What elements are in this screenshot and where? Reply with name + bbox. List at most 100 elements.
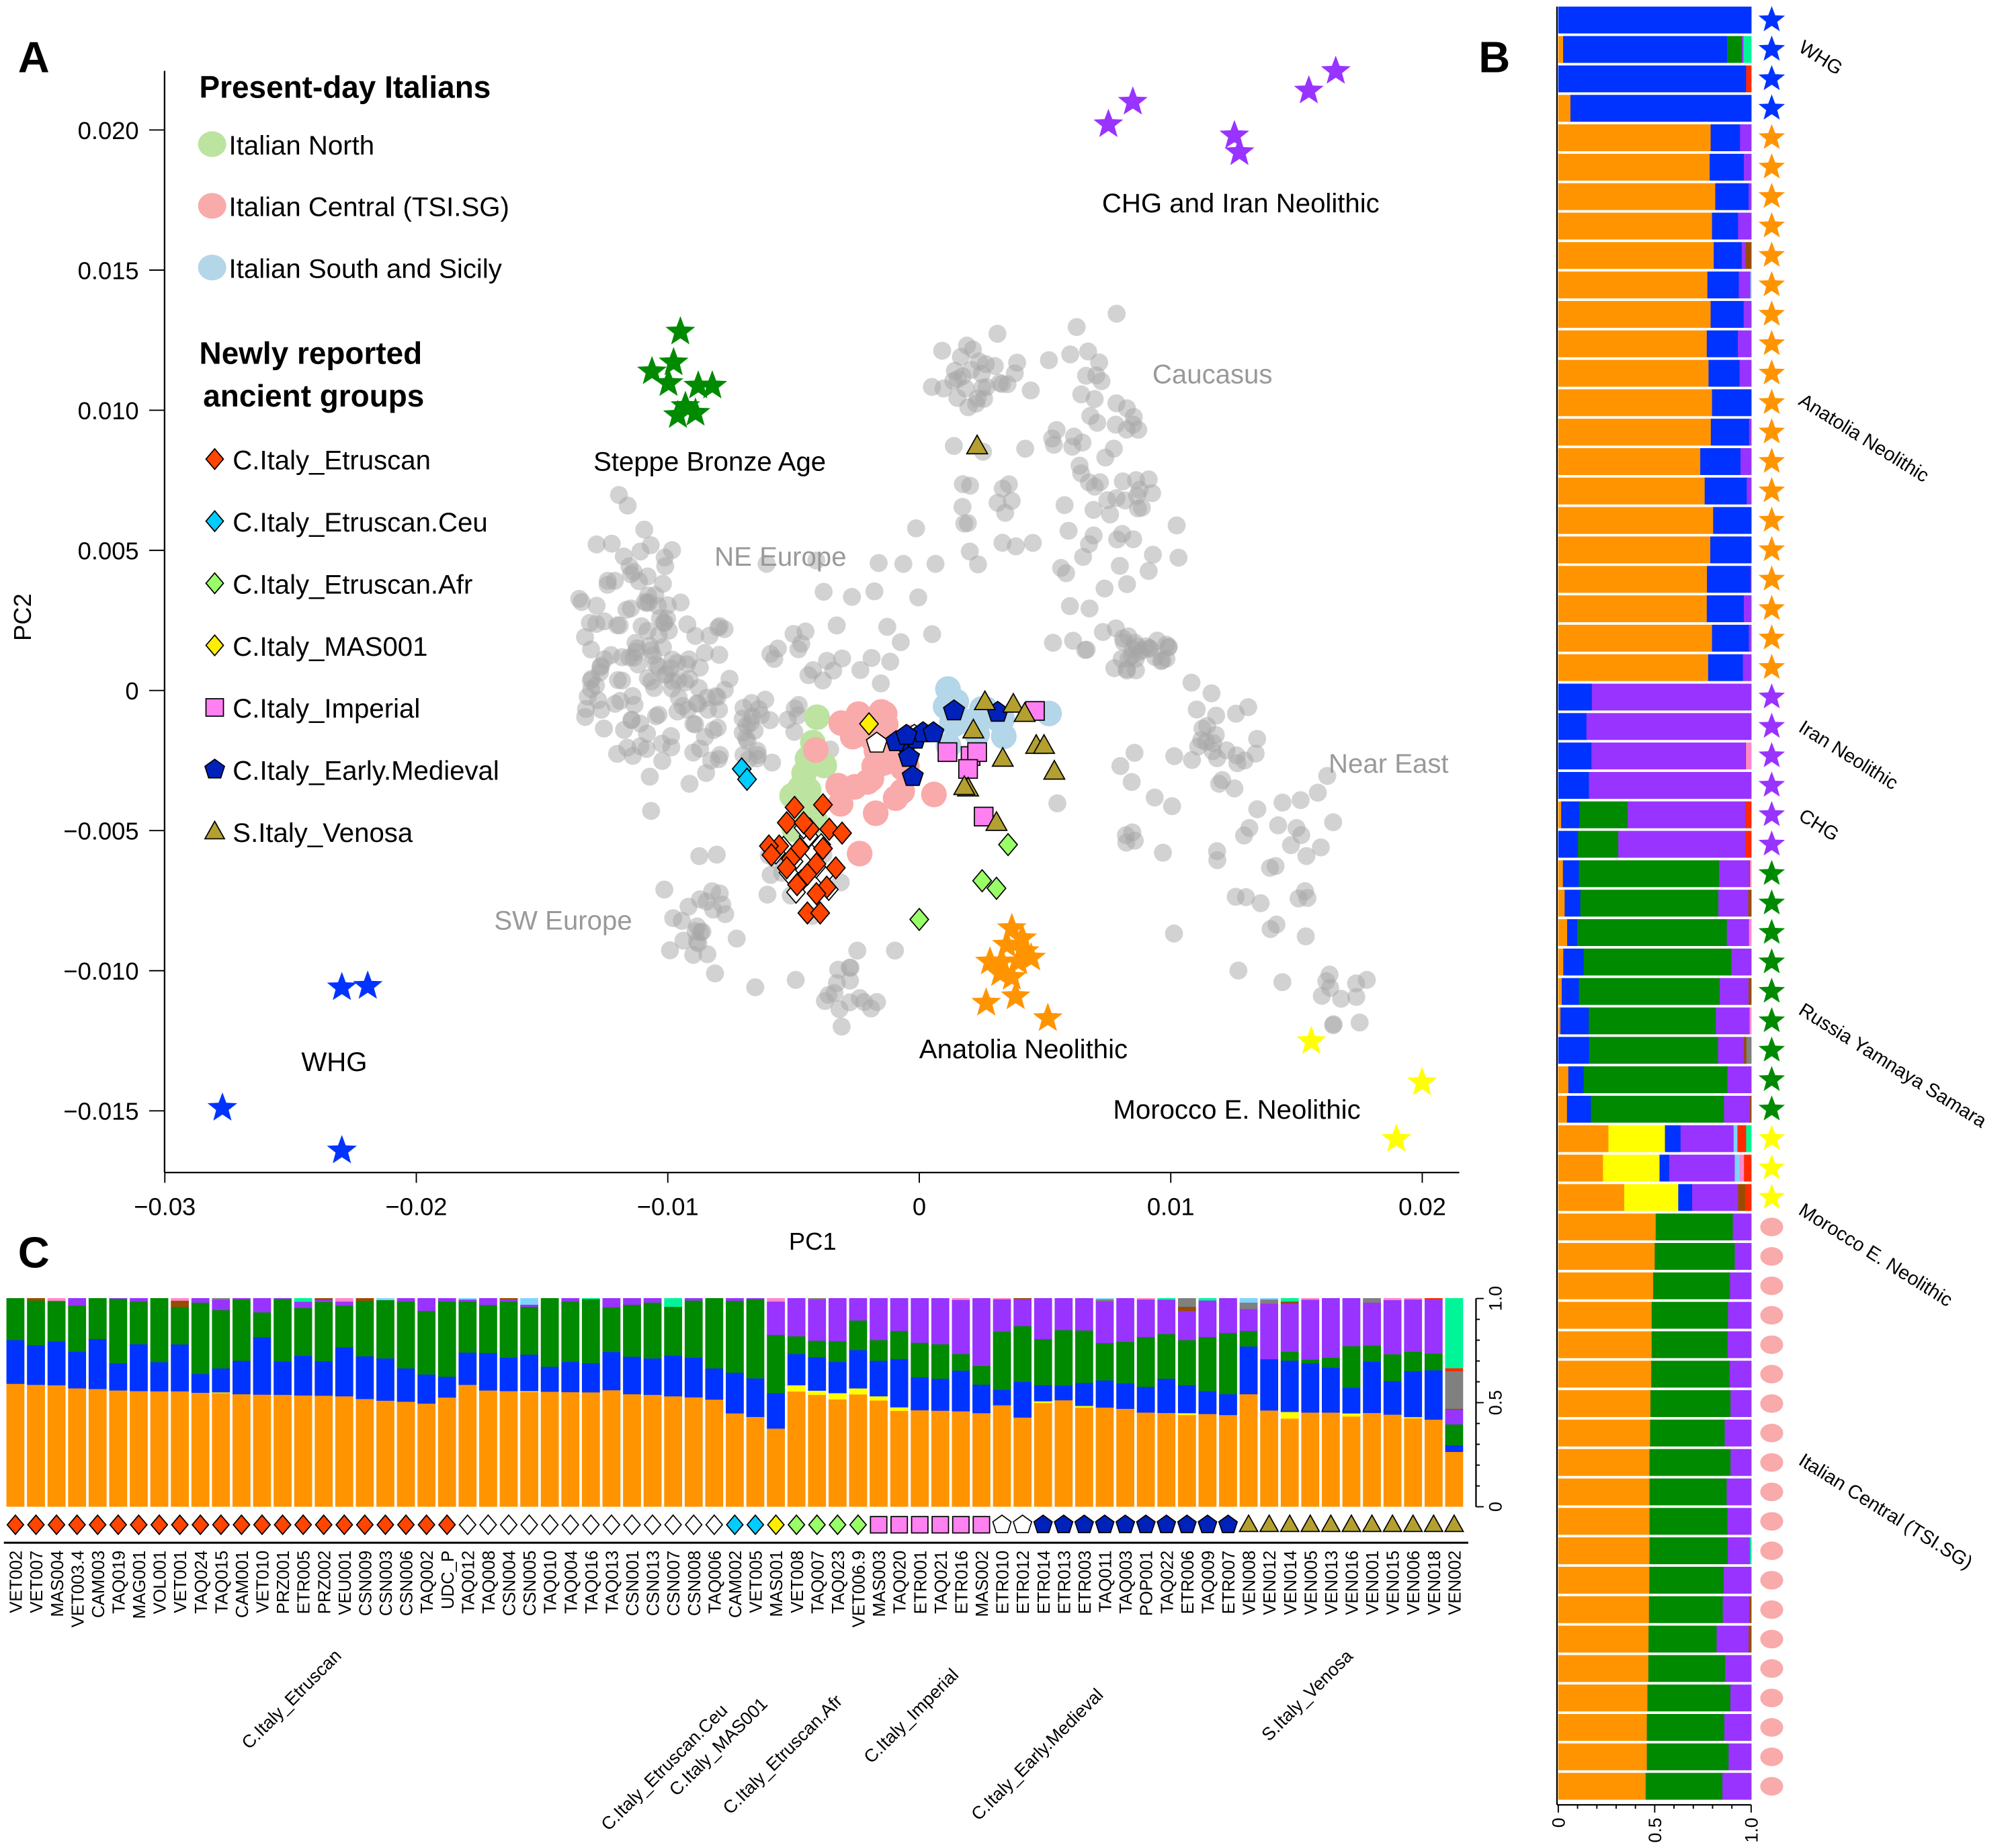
admixture-segment-green bbox=[870, 1340, 888, 1361]
admixture-segment-green bbox=[1095, 1342, 1114, 1381]
region-label-caucasus: Caucasus bbox=[1152, 359, 1273, 389]
admixture-segment-orange bbox=[1558, 1272, 1654, 1299]
admixture-segment-green bbox=[664, 1306, 683, 1356]
legend-item-label: Italian South and Sicily bbox=[229, 253, 502, 284]
reference-point bbox=[1292, 791, 1310, 810]
admixture-segment-orange bbox=[746, 1416, 765, 1507]
reference-point bbox=[790, 695, 808, 714]
admixture-segment-brown bbox=[1177, 1306, 1196, 1312]
admixture-segment-orange bbox=[1558, 1301, 1652, 1329]
admixture-segment-orange bbox=[1558, 1508, 1650, 1535]
group-star-icon bbox=[1758, 418, 1786, 443]
admixture-segment-orange bbox=[1095, 1407, 1114, 1507]
reference-point bbox=[663, 541, 681, 560]
admixture-segment-yellow bbox=[1608, 1125, 1666, 1152]
admixture-segment-orange bbox=[1558, 919, 1568, 947]
admixture-segment-yellow bbox=[890, 1407, 909, 1412]
admixture-segment-blue bbox=[1363, 1361, 1381, 1414]
sample-label: ETR012 bbox=[1014, 1551, 1033, 1615]
admixture-segment-green bbox=[1649, 1566, 1724, 1594]
admixture-segment-orange bbox=[1558, 1419, 1651, 1447]
group-star-icon bbox=[1758, 742, 1786, 767]
admixture-segment-blue bbox=[870, 1361, 888, 1397]
admixture-segment-orange bbox=[1034, 1402, 1052, 1507]
sample-label: TAQ022 bbox=[1158, 1551, 1177, 1614]
admixture-segment-green bbox=[1589, 1037, 1719, 1064]
admixture-segment-purple bbox=[972, 1298, 991, 1367]
sample-label: VEN016 bbox=[1343, 1551, 1362, 1615]
admixture-segment-orange bbox=[561, 1391, 580, 1507]
star-point bbox=[637, 355, 667, 384]
legend-title-present: Present-day Italians bbox=[200, 70, 491, 105]
reference-point bbox=[622, 565, 640, 584]
admixture-segment-green bbox=[1650, 1419, 1726, 1447]
admixture-segment-blue bbox=[458, 1352, 477, 1385]
group-label: S.Italy_Venosa bbox=[1257, 1645, 1357, 1745]
group-star-icon bbox=[1758, 477, 1786, 503]
group-star-icon bbox=[1758, 212, 1786, 238]
reference-point bbox=[1003, 492, 1021, 510]
sample-diamond-icon bbox=[684, 1514, 703, 1536]
group-label: C.Italy_Early.Medieval bbox=[967, 1684, 1107, 1824]
reference-point bbox=[761, 865, 780, 884]
admixture-segment-green bbox=[88, 1298, 107, 1340]
admixture-segment-green bbox=[561, 1301, 580, 1363]
group-star-icon bbox=[1758, 1125, 1786, 1150]
admixture-segment-red bbox=[1424, 1298, 1443, 1300]
reference-point bbox=[1332, 990, 1351, 1008]
reference-point bbox=[602, 534, 621, 553]
admixture-segment-blue bbox=[972, 1384, 991, 1414]
admixture-segment-green bbox=[1136, 1336, 1155, 1387]
group-label: Iran Neolithic bbox=[1795, 716, 1902, 794]
reference-point bbox=[757, 554, 776, 573]
x-tick-label: −0.03 bbox=[134, 1193, 196, 1220]
reference-point bbox=[662, 738, 681, 757]
legend-swatch-circle bbox=[198, 255, 226, 281]
group-star-icon bbox=[1758, 506, 1786, 532]
reference-point bbox=[1072, 385, 1091, 404]
reference-point bbox=[1347, 974, 1366, 993]
reference-point bbox=[1287, 818, 1306, 837]
reference-point bbox=[1154, 843, 1172, 862]
group-circle-icon bbox=[1760, 1424, 1783, 1443]
y-tick-label: −0.005 bbox=[63, 818, 138, 845]
admixture-segment-purple bbox=[1718, 890, 1749, 917]
admixture-segment-orange bbox=[705, 1399, 724, 1507]
triangle-point bbox=[1013, 701, 1036, 722]
admixture-segment-grey bbox=[1746, 1037, 1752, 1064]
sample-diamond-icon bbox=[314, 1514, 333, 1536]
admixture-segment-purple bbox=[1732, 1213, 1752, 1241]
admixture-segment-blue bbox=[396, 1368, 415, 1402]
reference-point bbox=[960, 542, 979, 561]
admixture-segment-blue bbox=[643, 1358, 662, 1396]
sample-diamond-icon bbox=[726, 1514, 744, 1536]
admixture-segment-green bbox=[376, 1299, 394, 1359]
sample-label: VET002 bbox=[7, 1551, 26, 1613]
admixture-segment-green bbox=[1583, 1066, 1728, 1094]
admixture-segment-orange bbox=[150, 1391, 169, 1507]
region-label-morocco: Morocco E. Neolithic bbox=[1113, 1095, 1360, 1125]
admixture-segment-green bbox=[1649, 1508, 1728, 1535]
admixture-segment-grey bbox=[212, 1298, 230, 1300]
admixture-segment-orange bbox=[1219, 1414, 1237, 1507]
sample-diamond-icon bbox=[458, 1514, 477, 1536]
triangle-point bbox=[1002, 692, 1025, 713]
admixture-segment-orange bbox=[808, 1394, 827, 1507]
reference-point bbox=[587, 597, 606, 615]
sample-label: ETR014 bbox=[1035, 1551, 1054, 1615]
admixture-segment-orange bbox=[828, 1399, 847, 1507]
admixture-segment-blue bbox=[1568, 1066, 1585, 1094]
x-tick-label: 0.02 bbox=[1398, 1193, 1446, 1220]
admixture-segment-orange bbox=[684, 1397, 703, 1507]
admixture-segment-orange bbox=[437, 1397, 456, 1507]
sample-diamond-icon bbox=[68, 1514, 87, 1536]
reference-point bbox=[609, 671, 627, 689]
admixture-segment-orange bbox=[1260, 1410, 1279, 1507]
admixture-segment-purple bbox=[1034, 1298, 1052, 1340]
panel-label-c: C bbox=[18, 1228, 50, 1277]
reference-point bbox=[1114, 472, 1132, 490]
sample-label: VEN015 bbox=[1384, 1551, 1403, 1615]
admixture-segment-purple bbox=[1720, 978, 1749, 1005]
reference-point bbox=[1273, 973, 1292, 992]
sample-triangle-icon bbox=[1443, 1514, 1465, 1533]
